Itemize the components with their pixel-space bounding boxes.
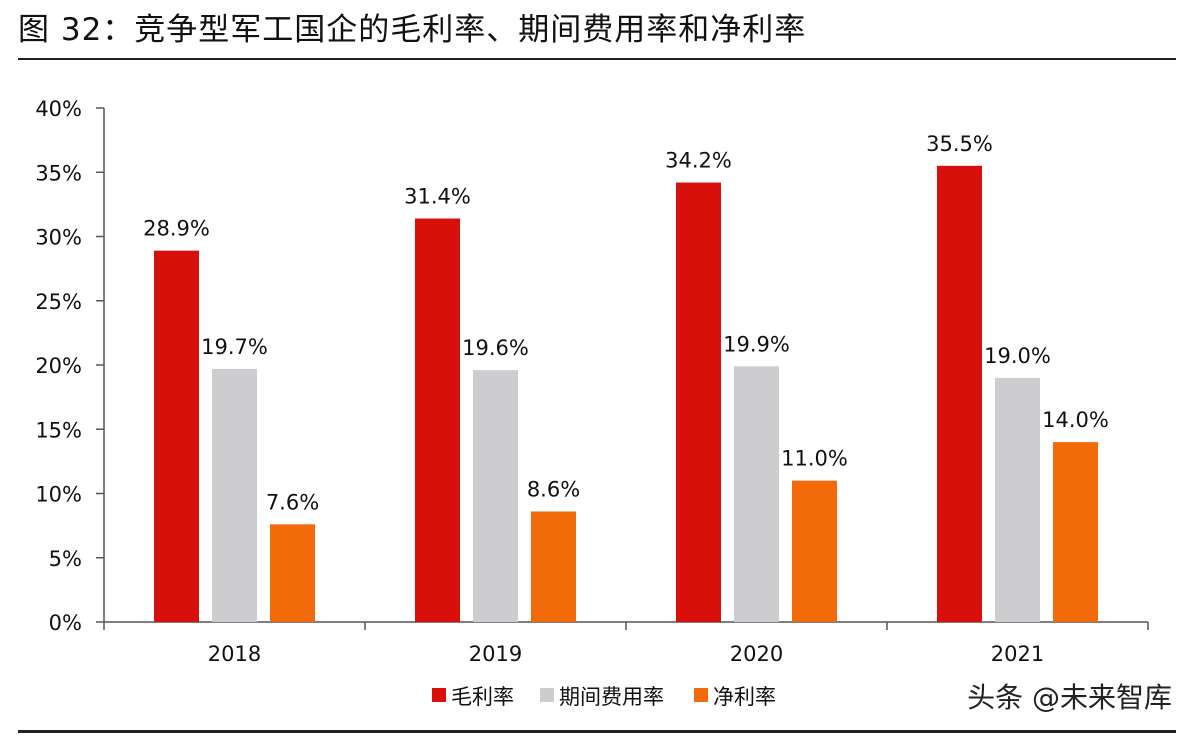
watermark: 头条 @未来智库: [967, 681, 1172, 714]
legend-swatch: [540, 688, 554, 702]
bar: [531, 511, 576, 622]
y-tick-label: 10%: [35, 483, 82, 507]
bars: [154, 165, 1098, 622]
bar: [270, 524, 315, 622]
y-tick-label: 0%: [49, 611, 82, 635]
data-label: 19.9%: [723, 332, 790, 356]
bar: [792, 480, 837, 622]
data-label: 19.0%: [984, 344, 1051, 368]
title-rule: [18, 58, 1176, 60]
figure-title: 图 32：竞争型军工国企的毛利率、期间费用率和净利率: [18, 12, 807, 48]
data-label: 8.6%: [527, 477, 580, 501]
data-label: 7.6%: [266, 490, 319, 514]
bar: [154, 250, 199, 622]
data-labels: 28.9% 31.4% 34.2% 35.5% 19.7% 19.6% 19.9% 19.0%…: [143, 132, 1109, 515]
data-label: 11.0%: [781, 447, 848, 471]
bar: [734, 366, 779, 622]
x-category-label: 2020: [730, 642, 783, 666]
y-tick-label: 25%: [35, 290, 82, 314]
y-tick-label: 30%: [35, 226, 82, 250]
data-label: 35.5%: [926, 132, 993, 156]
y-tick-label: 5%: [49, 547, 82, 571]
y-tick-label: 40%: [35, 97, 82, 121]
legend-swatch: [694, 688, 708, 702]
data-label: 34.2%: [665, 149, 732, 173]
legend: 毛利率 期间费用率 净利率: [432, 685, 776, 709]
bar: [676, 182, 721, 622]
data-label: 19.6%: [462, 336, 529, 360]
y-tick-label: 20%: [35, 354, 82, 378]
bar: [212, 368, 257, 622]
y-tick-label: 15%: [35, 418, 82, 442]
x-category-label: 2021: [991, 642, 1044, 666]
data-label: 14.0%: [1042, 408, 1109, 432]
x-category-label: 2019: [469, 642, 522, 666]
bar: [937, 165, 982, 622]
data-label: 28.9%: [143, 217, 210, 241]
y-tick-label: 35%: [35, 161, 82, 185]
legend-swatch: [432, 688, 446, 702]
data-label: 31.4%: [404, 185, 471, 209]
bar: [473, 370, 518, 622]
bottom-rule: [18, 730, 1176, 733]
data-label: 19.7%: [201, 335, 268, 359]
x-category-label: 2018: [208, 642, 261, 666]
bar: [995, 377, 1040, 622]
bar: [1053, 442, 1098, 622]
legend-label: 期间费用率: [559, 685, 664, 709]
legend-label: 净利率: [713, 685, 776, 709]
x-axis: 2018 2019 2020 2021: [103, 621, 1149, 666]
legend-label: 毛利率: [451, 685, 514, 709]
y-axis: 0% 5% 10% 15% 20% 25% 30% 35% 40%: [35, 97, 105, 635]
bar: [415, 218, 460, 622]
